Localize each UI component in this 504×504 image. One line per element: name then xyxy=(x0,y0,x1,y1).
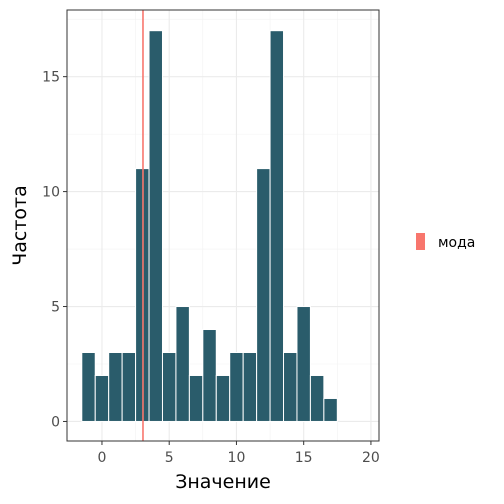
histogram-bar xyxy=(148,30,163,422)
plot-border xyxy=(66,9,380,442)
y-tick-label: 5 xyxy=(51,300,60,316)
histogram-bar xyxy=(242,352,258,422)
histogram-bar xyxy=(229,352,244,422)
x-tick-label: 5 xyxy=(165,450,174,466)
histogram-bar xyxy=(94,374,110,422)
histogram-bar xyxy=(309,374,325,422)
x-axis-title: Значение xyxy=(175,471,271,493)
histogram-bar xyxy=(81,352,96,422)
histogram-bar xyxy=(188,374,204,422)
legend-label-mode: мода xyxy=(438,235,475,251)
histogram-bar xyxy=(296,306,311,422)
y-tick-label: 10 xyxy=(42,185,60,201)
histogram-bar xyxy=(161,352,177,422)
legend: мода xyxy=(416,233,475,251)
x-tick-label: 20 xyxy=(362,450,380,466)
x-tick-label: 10 xyxy=(228,450,246,466)
histogram-bar xyxy=(323,397,338,422)
histogram-bars xyxy=(81,30,338,422)
y-tick-label: 15 xyxy=(42,70,60,86)
axes: 0 5 10 15 20 0 5 10 15 xyxy=(42,70,380,466)
histogram-bar xyxy=(215,374,231,422)
histogram-bar xyxy=(175,306,190,422)
y-axis-title: Частота xyxy=(9,185,31,266)
histogram-bar xyxy=(202,329,217,422)
x-tick-label: 0 xyxy=(98,450,107,466)
histogram-bar xyxy=(269,30,285,422)
y-tick-label: 0 xyxy=(51,414,60,430)
histogram-bar xyxy=(256,168,271,422)
x-tick-label: 15 xyxy=(295,450,313,466)
histogram-bar xyxy=(283,352,298,422)
histogram-bar xyxy=(108,352,123,422)
legend-key-mode xyxy=(416,233,425,250)
histogram-bar xyxy=(121,352,137,422)
